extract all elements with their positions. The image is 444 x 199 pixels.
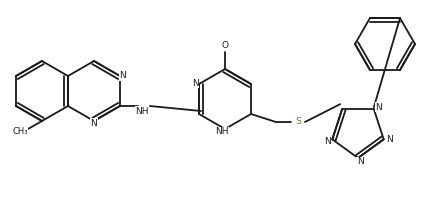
Text: S: S (295, 117, 301, 127)
Text: N: N (119, 71, 126, 81)
Text: N: N (376, 103, 382, 112)
Text: N: N (357, 157, 363, 167)
Text: N: N (386, 135, 393, 144)
Text: N: N (91, 118, 97, 128)
Text: N: N (192, 78, 198, 88)
Text: NH: NH (215, 128, 229, 137)
Text: NH: NH (135, 106, 149, 115)
Text: N: N (324, 137, 331, 146)
Text: O: O (222, 42, 229, 51)
Text: CH₃: CH₃ (12, 127, 28, 136)
